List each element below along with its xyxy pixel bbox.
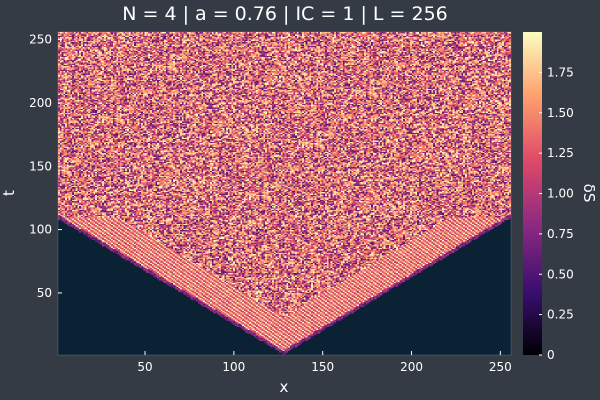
colorbar-tick-label: 1.75	[547, 65, 574, 79]
colorbar-tick-label: 0.75	[547, 227, 574, 241]
x-axis-label: x	[280, 378, 289, 396]
colorbar-gradient	[523, 32, 542, 355]
colorbar-tick-label: 1.50	[547, 106, 574, 120]
y-axis-label: t	[0, 190, 18, 196]
y-axis-ticks: 50 100 150 200 250	[29, 33, 62, 300]
plot-frame	[57, 31, 512, 356]
y-tick-label: 150	[29, 159, 52, 173]
chart-title: N = 4 | a = 0.76 | IC = 1 | L = 256	[122, 3, 448, 25]
colorbar-tick-label: 0.50	[547, 267, 574, 281]
colorbar-tick-label: 0	[547, 348, 555, 362]
x-axis-ticks: 50 100 150 200 250	[137, 351, 512, 374]
heatmap	[58, 32, 511, 355]
colorbar: 0 0.25 0.50 0.75 1.00 1.25 1.50 1.75 δS	[523, 32, 598, 362]
y-tick-label: 200	[29, 96, 52, 110]
plot-area	[57, 31, 512, 356]
colorbar-label: δS	[580, 184, 598, 203]
x-tick-label: 200	[400, 360, 423, 374]
colorbar-tick-label: 0.25	[547, 308, 574, 322]
y-tick-label: 100	[29, 223, 52, 237]
x-tick-label: 250	[489, 360, 512, 374]
y-tick-label: 250	[29, 33, 52, 47]
colorbar-ticks: 0 0.25 0.50 0.75 1.00 1.25 1.50 1.75	[539, 65, 574, 362]
x-tick-label: 50	[137, 360, 152, 374]
y-tick-label: 50	[37, 286, 52, 300]
x-tick-label: 150	[311, 360, 334, 374]
colorbar-tick-label: 1.25	[547, 146, 574, 160]
x-tick-label: 100	[222, 360, 245, 374]
colorbar-tick-label: 1.00	[547, 187, 574, 201]
